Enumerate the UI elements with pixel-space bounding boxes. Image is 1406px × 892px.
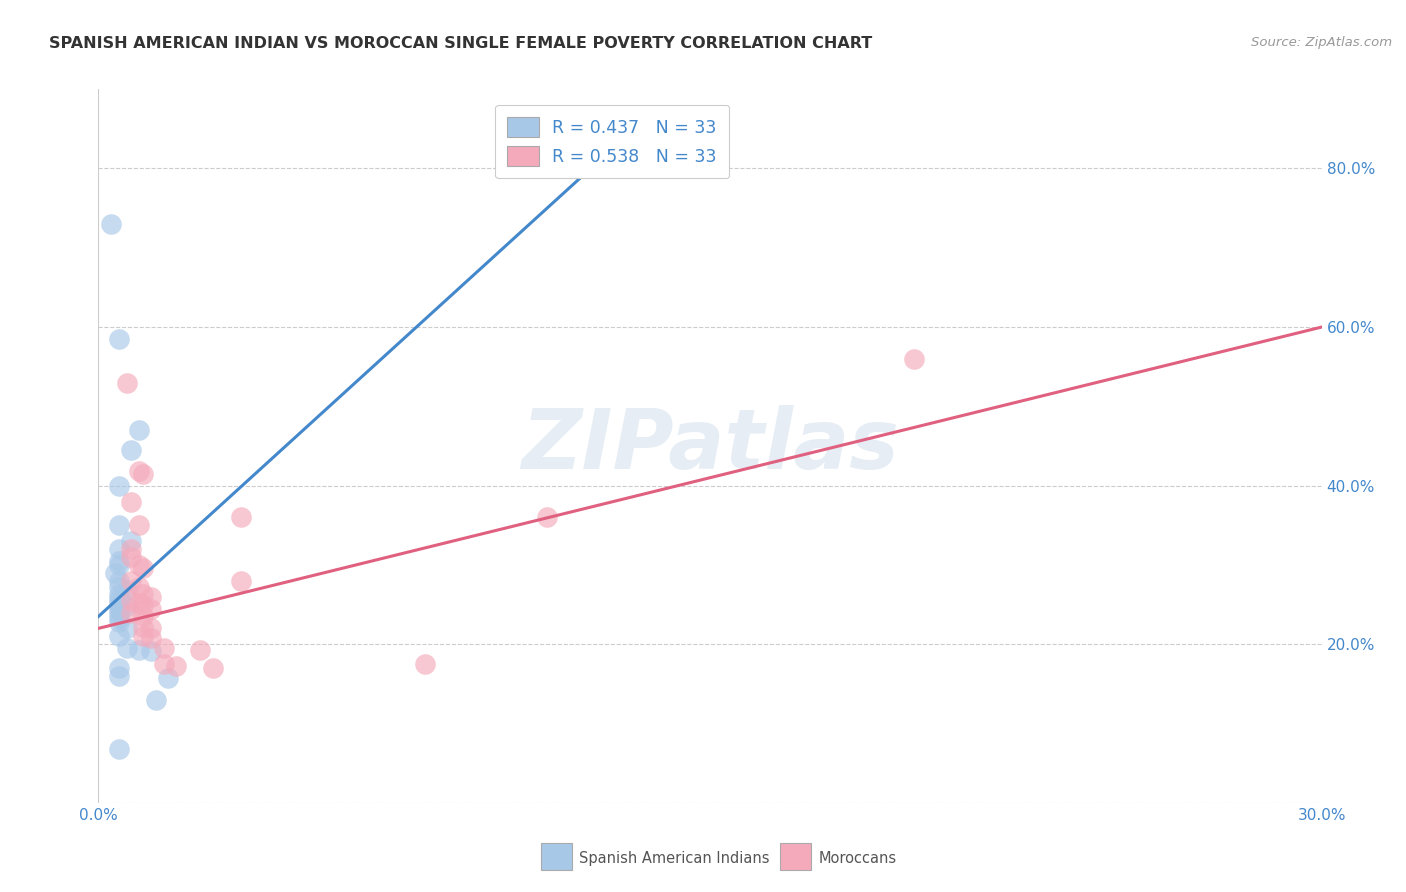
Point [132,467,155,481]
Point [120,494,142,508]
Point [108,629,131,643]
Point [108,661,131,675]
Point [132,598,155,612]
Point [188,642,212,657]
Point [128,580,150,594]
Text: SPANISH AMERICAN INDIAN VS MOROCCAN SINGLE FEMALE POVERTY CORRELATION CHART: SPANISH AMERICAN INDIAN VS MOROCCAN SING… [49,36,873,51]
Point [120,593,142,607]
Point [141,631,163,645]
Point [903,351,925,366]
Point [108,603,131,617]
Point [128,464,150,478]
Point [120,606,142,620]
Point [108,574,131,588]
Point [231,574,253,588]
Point [100,217,122,231]
Point [165,658,187,673]
Point [141,621,163,635]
Point [108,669,131,683]
Point [115,376,138,390]
Point [104,566,127,580]
Point [132,620,155,634]
Point [231,510,253,524]
Point [108,558,131,572]
Point [108,587,131,601]
Legend: R = 0.437   N = 33, R = 0.538   N = 33: R = 0.437 N = 33, R = 0.538 N = 33 [495,105,730,178]
Point [120,534,142,549]
Point [141,643,163,657]
Point [128,596,150,610]
Point [128,558,150,572]
Point [120,549,142,564]
Point [120,542,142,557]
Point [108,554,131,568]
Point [132,561,155,575]
Point [108,332,131,346]
Point [413,657,436,671]
Point [108,591,131,606]
Point [115,621,138,635]
Point [152,657,174,671]
Text: Spanish American Indians: Spanish American Indians [579,851,769,865]
Point [141,601,163,615]
Point [141,590,163,604]
Point [108,615,131,629]
Point [120,442,142,457]
Point [145,692,167,706]
Point [536,510,558,524]
Point [108,542,131,557]
Point [108,518,131,533]
Text: Source: ZipAtlas.com: Source: ZipAtlas.com [1251,36,1392,49]
Point [201,661,224,675]
Point [132,587,155,601]
Text: Moroccans: Moroccans [818,851,897,865]
Point [128,423,150,437]
Point [132,629,155,643]
Point [128,518,150,533]
Point [152,641,174,656]
Point [115,641,138,656]
Point [115,599,138,614]
Point [108,595,131,609]
Point [128,642,150,657]
Point [132,609,155,624]
Point [108,742,131,756]
Point [108,607,131,621]
Point [108,611,131,625]
Point [108,580,131,594]
Text: ZIPatlas: ZIPatlas [522,406,898,486]
Point [108,478,131,492]
Point [108,599,131,614]
Point [115,583,138,598]
Point [120,574,142,588]
Point [156,671,179,685]
